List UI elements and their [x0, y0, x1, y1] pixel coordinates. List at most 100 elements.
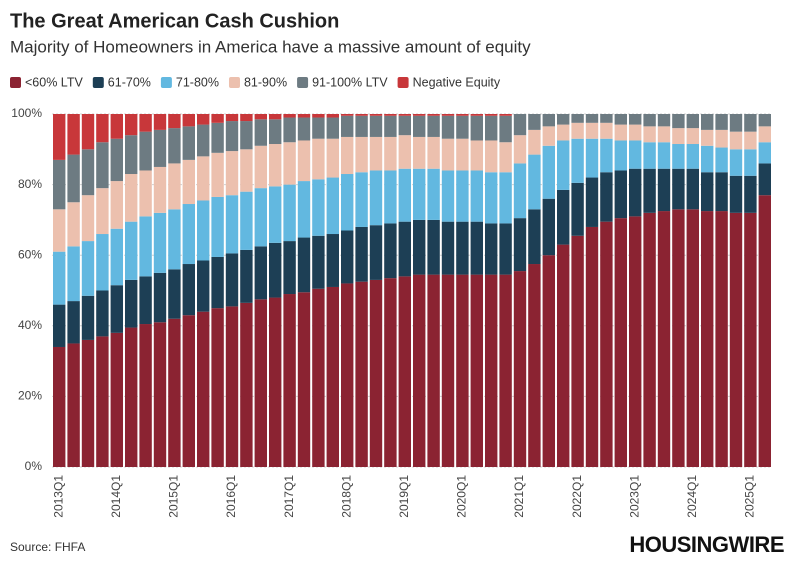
- bar-segment: [211, 122, 224, 153]
- bar-segment: [643, 142, 656, 169]
- bar-segment: [744, 149, 757, 176]
- bar-segment: [369, 136, 383, 171]
- bar-segment: [629, 140, 642, 169]
- bar-segment: [441, 274, 455, 467]
- bar-segment: [571, 235, 584, 467]
- bar-segment: [312, 117, 325, 139]
- bar-segment: [384, 115, 397, 137]
- bar-segment: [585, 177, 599, 227]
- bar-segment: [197, 200, 210, 261]
- bar-segment: [485, 115, 498, 141]
- bar-segment: [427, 168, 440, 220]
- bar-segment: [441, 115, 455, 139]
- bar-segment: [153, 166, 167, 213]
- bar-segment: [413, 115, 426, 137]
- bar-segment: [211, 256, 224, 309]
- bar-segment: [398, 221, 411, 277]
- bar-segment: [585, 138, 599, 178]
- bar-segment: [153, 129, 167, 167]
- bar-segment: [153, 322, 167, 467]
- bar-segment: [701, 129, 714, 146]
- bar-segment: [110, 332, 123, 467]
- bar-segment: [715, 172, 728, 212]
- bar-segment: [312, 138, 325, 180]
- bar-segment: [81, 195, 95, 242]
- bar-segment: [197, 311, 210, 467]
- bar-segment: [225, 121, 239, 152]
- bar-segment: [571, 122, 584, 139]
- y-tick-label: 80%: [18, 177, 42, 191]
- bar-segment: [384, 114, 397, 116]
- bar-segment: [729, 114, 743, 132]
- y-tick-label: 100%: [11, 106, 42, 120]
- bar-segment: [168, 269, 181, 319]
- bar-segment: [542, 145, 555, 199]
- y-tick-label: 40%: [18, 318, 42, 332]
- bar-segment: [686, 144, 699, 169]
- x-tick-label: 2013Q1: [51, 475, 65, 518]
- bar-segment: [470, 115, 483, 141]
- bar-segment: [744, 175, 757, 213]
- bar-segment: [384, 136, 397, 171]
- bar-segment: [139, 276, 152, 325]
- bar-segment: [297, 117, 311, 141]
- bar-segment: [153, 272, 167, 323]
- bar-segment: [225, 253, 239, 307]
- bar-segment: [81, 241, 95, 296]
- bar-segment: [125, 221, 138, 280]
- bar-segment: [96, 234, 109, 291]
- bar-segment: [456, 115, 469, 139]
- bar-segment: [67, 343, 80, 467]
- bar-segment: [326, 177, 339, 235]
- bar-segment: [283, 142, 296, 185]
- bar-segment: [485, 114, 498, 116]
- bar-segment: [499, 115, 512, 143]
- bar-segment: [470, 274, 483, 467]
- bar-segment: [499, 274, 512, 467]
- bar-segment: [427, 136, 440, 169]
- bar-segment: [182, 264, 195, 316]
- bar-segment: [485, 140, 498, 173]
- legend-swatch: [397, 77, 409, 88]
- bar-segment: [341, 114, 354, 116]
- bar-segment: [528, 209, 541, 265]
- bar-segment: [413, 219, 426, 275]
- bar-segment: [413, 274, 426, 467]
- bar-segment: [254, 114, 267, 120]
- bar-segment: [456, 221, 469, 275]
- bar-segment: [600, 122, 613, 139]
- bar-segment: [398, 135, 411, 169]
- bar-segment: [297, 140, 311, 182]
- bar-segment: [53, 346, 66, 467]
- y-tick-label: 20%: [18, 389, 42, 403]
- bar-segment: [139, 114, 152, 132]
- bar-segment: [629, 216, 642, 467]
- bar-segment: [182, 204, 195, 265]
- bar-segment: [427, 114, 440, 116]
- bar-segment: [614, 124, 627, 141]
- bar-segment: [240, 121, 253, 150]
- bar-segment: [715, 147, 728, 173]
- bar-segment: [225, 114, 239, 122]
- bar-segment: [686, 128, 699, 145]
- bar-segment: [456, 274, 469, 467]
- bar-segment: [355, 226, 368, 282]
- bar-segment: [629, 168, 642, 217]
- bar-segment: [557, 114, 570, 125]
- bar-segment: [513, 135, 527, 164]
- bar-segment: [254, 188, 267, 247]
- bar-segment: [542, 114, 555, 127]
- bar-segment: [96, 142, 109, 189]
- legend-label: 71-80%: [176, 75, 219, 89]
- legend-swatch: [10, 77, 21, 88]
- bar-segment: [341, 136, 354, 175]
- bar-segment: [427, 274, 440, 467]
- bar-segment: [413, 136, 426, 169]
- bar-segment: [470, 170, 483, 222]
- bar-segment: [182, 315, 195, 467]
- bar-segment: [614, 114, 627, 125]
- x-tick-label: 2025Q1: [743, 475, 757, 518]
- bar-segment: [701, 145, 714, 173]
- bar-segment: [528, 264, 541, 467]
- legend-label: <60% LTV: [25, 75, 83, 89]
